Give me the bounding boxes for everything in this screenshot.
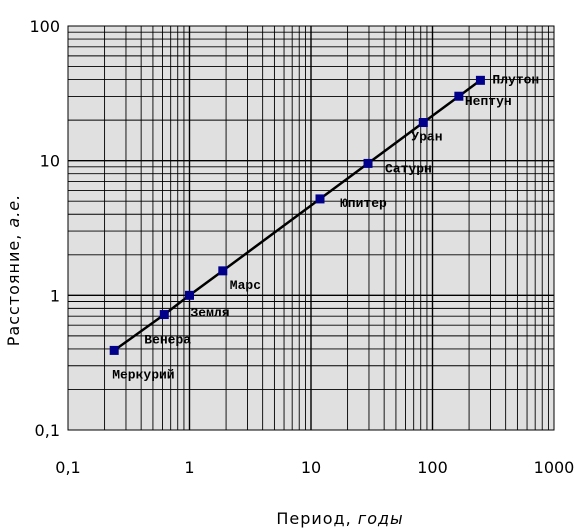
grid-lines	[68, 26, 554, 430]
data-point-marker	[315, 194, 325, 204]
y-axis-title-unit: а.е.	[4, 194, 23, 228]
x-tick-label: 1000	[534, 458, 575, 477]
x-tick-label: 1	[184, 458, 194, 477]
x-tick-label: 100	[417, 458, 448, 477]
x-tick-label: 10	[301, 458, 321, 477]
y-tick-label: 0,1	[35, 421, 60, 440]
data-point-label: Меркурий	[112, 367, 174, 382]
plot-frame	[67, 25, 555, 431]
data-point-marker	[418, 118, 428, 128]
data-point-marker	[218, 266, 228, 276]
y-axis-title-label: Расстояние,	[4, 234, 23, 347]
x-tick-labels: 0,1 1 10 100 1000	[55, 458, 574, 477]
data-point-marker	[185, 290, 194, 300]
data-point-label: Плутон	[492, 72, 539, 87]
data-point-label: Нептун	[465, 94, 512, 109]
x-tick-label: 0,1	[55, 458, 80, 477]
y-tick-label: 1	[50, 286, 60, 305]
data-point-marker	[454, 91, 464, 101]
data-point-label: Уран	[411, 130, 442, 145]
data-point-label: Сатурн	[385, 161, 432, 176]
x-axis-title: Период, годы	[276, 509, 403, 528]
x-axis-title-label: Период,	[276, 509, 351, 528]
y-tick-label: 10	[40, 152, 60, 171]
y-tick-labels: 0,1 1 10 100	[29, 17, 60, 440]
data-point-label: Марс	[230, 278, 261, 293]
data-point-label: Земля	[191, 305, 230, 320]
data-point-marker	[475, 75, 485, 85]
data-point-marker	[363, 158, 373, 168]
data-point-marker	[109, 345, 119, 355]
data-point-label: Венера	[144, 333, 191, 348]
y-axis-title: Расстояние, а.е.	[4, 194, 23, 347]
data-point-marker	[159, 310, 169, 320]
data-series	[109, 75, 485, 355]
data-point-label: Юпитер	[340, 196, 387, 211]
x-axis-title-unit: годы	[358, 509, 404, 528]
y-tick-label: 100	[29, 17, 60, 36]
